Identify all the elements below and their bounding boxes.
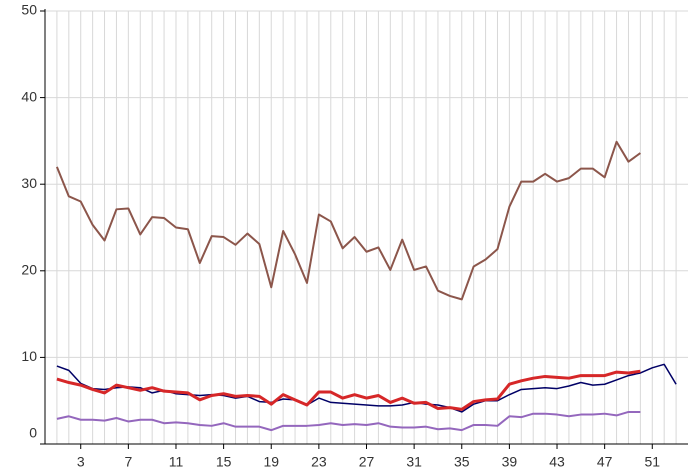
y-tick-label: 30 <box>21 175 37 191</box>
series-line <box>56 369 641 411</box>
y-tick-label: 0 <box>29 425 37 441</box>
x-tick-label: 11 <box>169 454 184 470</box>
x-tick-label: 47 <box>597 454 613 470</box>
y-tick-label: 40 <box>21 88 37 104</box>
x-tick-label: 19 <box>263 454 279 470</box>
x-tick-label: 27 <box>359 454 375 470</box>
x-tick-label: 43 <box>549 454 565 470</box>
x-tick-label: 23 <box>311 454 327 470</box>
y-tick-label: 10 <box>21 348 37 364</box>
x-tick-label: 15 <box>216 454 232 470</box>
series-line <box>56 410 641 432</box>
y-tick-label: 20 <box>21 262 37 278</box>
x-tick-label: 51 <box>644 454 660 470</box>
x-tick-label: 39 <box>502 454 518 470</box>
x-tick-label: 31 <box>406 454 422 470</box>
y-tick-label: 50 <box>21 2 37 18</box>
x-tick-label: 3 <box>77 454 85 470</box>
series-line <box>55 140 641 301</box>
x-tick-label: 35 <box>454 454 470 470</box>
x-tick-label: 7 <box>124 454 132 470</box>
